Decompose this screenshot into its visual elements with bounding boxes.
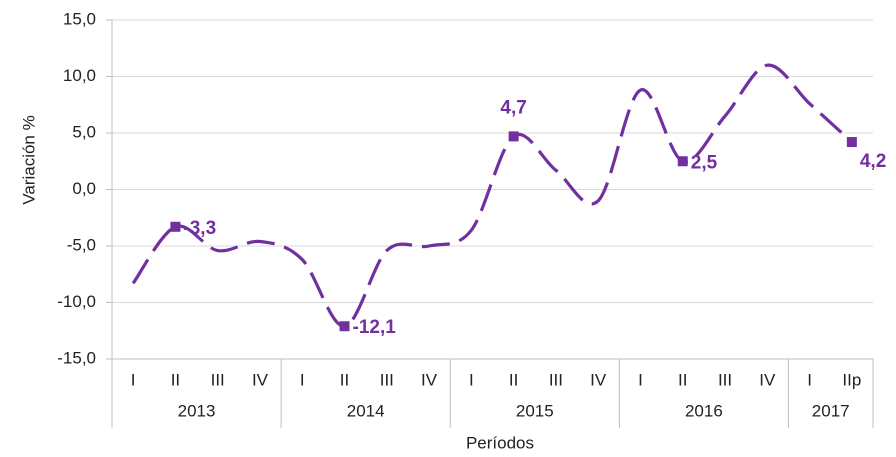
x-tick-label: IV — [759, 370, 776, 389]
y-tick-label: 15,0 — [63, 9, 96, 28]
marker — [339, 321, 350, 332]
x-tick-label: II — [340, 370, 349, 389]
marker — [846, 137, 857, 148]
x-tick-label: I — [131, 370, 136, 389]
x-tick-label: III — [718, 370, 732, 389]
x-tick-label: IV — [421, 370, 438, 389]
data-label: -12,1 — [353, 317, 397, 338]
x-tick-label: IV — [590, 370, 607, 389]
y-tick-label: -5,0 — [67, 235, 96, 254]
group-label: 2017 — [812, 401, 850, 420]
y-tick-label: -10,0 — [57, 292, 96, 311]
y-tick-label: -15,0 — [57, 348, 96, 367]
y-tick-label: 10,0 — [63, 66, 96, 85]
x-tick-label: III — [211, 370, 225, 389]
group-label: 2013 — [178, 401, 216, 420]
data-label: 4,2 — [860, 151, 886, 172]
x-tick-label: II — [678, 370, 687, 389]
line — [131, 63, 853, 328]
data-label: -3,3 — [183, 218, 216, 239]
marker — [508, 131, 519, 142]
group-label: 2016 — [685, 401, 723, 420]
x-tick-label: I — [469, 370, 474, 389]
x-axis-label: Períodos — [466, 433, 534, 452]
group-label: 2014 — [347, 401, 385, 420]
x-tick-label: II — [171, 370, 180, 389]
y-axis-label: Variación % — [19, 115, 38, 204]
y-tick-label: 5,0 — [72, 122, 96, 141]
x-tick-label: I — [300, 370, 305, 389]
marker — [677, 156, 688, 167]
data-label: 2,5 — [691, 152, 718, 173]
data-label: 4,7 — [500, 97, 526, 118]
x-tick-label: III — [380, 370, 394, 389]
y-tick-label: 0,0 — [72, 179, 96, 198]
x-tick-label: IV — [252, 370, 269, 389]
x-tick-label: I — [638, 370, 643, 389]
x-tick-label: III — [549, 370, 563, 389]
group-label: 2015 — [516, 401, 554, 420]
x-tick-label: II — [509, 370, 518, 389]
x-tick-label: I — [807, 370, 812, 389]
x-tick-label: IIp — [842, 370, 861, 389]
marker — [170, 221, 181, 232]
